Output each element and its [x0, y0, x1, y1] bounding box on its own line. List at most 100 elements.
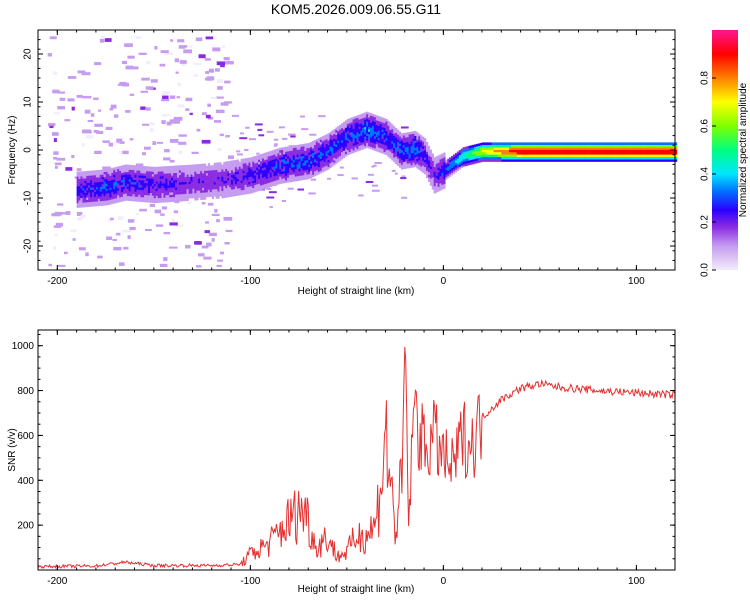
- spectrogram-ridge-cell: [344, 144, 348, 147]
- spectrogram-ridge-cell: [466, 160, 469, 164]
- spectrogram-ridge-cell: [194, 197, 197, 201]
- spectrogram-ridge-cell: [395, 161, 398, 165]
- spectrogram-ridge-cell: [532, 147, 535, 150]
- spectrogram-ridge-cell: [563, 152, 566, 155]
- spectrogram-noise-cell: [164, 149, 170, 153]
- spectrogram-ridge-cell: [146, 199, 149, 203]
- spectrogram-ridge-cell: [93, 203, 97, 207]
- spectrogram-ridge-cell: [354, 137, 357, 141]
- spectrogram-ridge-cell: [190, 176, 193, 180]
- spectrogram-ridge-cell: [319, 170, 323, 174]
- spectrogram-ridge-cell: [385, 128, 388, 132]
- spectrogram-ridge-cell: [364, 138, 367, 142]
- spectrogram-ridge-cell: [449, 171, 452, 175]
- spectrogram-ridge-cell: [122, 167, 126, 170]
- spectrogram-ridge-cell: [281, 152, 284, 155]
- spectrogram-ridge-cell: [259, 170, 263, 174]
- spectrogram-ridge-cell: [213, 177, 216, 180]
- spectrogram-noise-cell: [64, 119, 71, 122]
- spectrogram-xtick-label: -200: [47, 276, 67, 287]
- spectrogram-ridge-cell: [524, 144, 527, 148]
- spectrogram-ridge-cell: [281, 166, 284, 170]
- spectrogram-ridge-cell: [250, 171, 253, 175]
- spectrogram-ridge-cell: [331, 140, 334, 143]
- spectrogram-ridge-cell: [217, 176, 220, 180]
- spectrogram-ridge-cell: [497, 152, 500, 155]
- spectrogram-ridge-cell: [480, 152, 483, 156]
- spectrogram-ridge-cell: [341, 128, 344, 131]
- spectrogram-ridge-cell: [520, 156, 523, 160]
- spectrogram-ridge-cell: [176, 196, 180, 200]
- spectrogram-ridge-cell: [198, 183, 201, 186]
- spectrogram-ridge-cell: [277, 150, 280, 154]
- spectrogram-ridge-cell: [298, 144, 301, 148]
- spectrogram-ridge-cell: [358, 145, 361, 149]
- spectrogram-ridge-cell: [649, 149, 653, 153]
- spectrogram-ridge-cell: [487, 147, 490, 150]
- spectrogram-ridge-cell: [325, 151, 328, 154]
- spectrogram-ridge-cell: [622, 147, 626, 150]
- spectrogram-ridge-cell: [649, 154, 653, 158]
- spectrogram-noise-cell: [57, 264, 66, 267]
- spectrogram-ridge-cell: [339, 153, 342, 157]
- spectrogram-ridge-cell: [252, 166, 255, 169]
- spectrogram-ridge-cell: [103, 179, 106, 182]
- spectrogram-ridge-cell: [250, 186, 253, 189]
- spectrogram-ridge-cell: [240, 163, 243, 167]
- spectrogram-ridge-cell: [146, 187, 149, 191]
- spectrogram-ridge-cell: [302, 151, 305, 154]
- spectrogram-ridge-cell: [362, 127, 365, 131]
- spectrogram-ridge-cell: [248, 191, 251, 194]
- spectrogram-ridge-cell: [113, 174, 116, 178]
- spectrogram-ridge-cell: [597, 142, 600, 146]
- spectrogram-ridge-cell: [366, 114, 369, 117]
- spectrogram-ridge-cell: [414, 147, 417, 151]
- spectrogram-ridge-cell: [200, 166, 203, 169]
- spectrogram-ridge-cell: [491, 144, 494, 148]
- spectrogram-ridge-cell: [638, 149, 641, 153]
- spectrogram-ridge-cell: [441, 167, 444, 171]
- spectrogram-ridge-cell: [640, 147, 643, 150]
- spectrogram-ridge-cell: [429, 159, 433, 162]
- spectrogram-ridge-cell: [547, 152, 550, 155]
- spectrogram-ridge-cell: [597, 152, 600, 155]
- spectrogram-ridge-cell: [414, 133, 417, 136]
- spectrogram-ridge-cell: [586, 156, 589, 160]
- spectrogram-ridge-cell: [97, 169, 101, 173]
- spectrogram-ridge-cell: [476, 153, 479, 157]
- spectrogram-ridge-cell: [261, 165, 265, 169]
- spectrogram-ridge-cell: [279, 152, 282, 156]
- spectrogram-ridge-cell: [582, 159, 585, 162]
- spectrogram-ridge-cell: [101, 203, 104, 206]
- spectrogram-ridge-cell: [132, 198, 135, 202]
- spectrogram-ridge-cell: [300, 172, 303, 176]
- spectrogram-ridge-cell: [379, 143, 382, 146]
- spectrogram-ridge-cell: [155, 188, 158, 191]
- spectrogram-noise-cell: [80, 214, 86, 219]
- spectrogram-ridge-cell: [288, 155, 292, 159]
- spectrogram-ridge-cell: [146, 183, 149, 186]
- spectrogram-ridge-cell: [107, 178, 110, 182]
- spectrogram-ridge-cell: [290, 157, 294, 161]
- spectrogram-ridge-cell: [601, 159, 604, 162]
- spectrogram-noise-cell: [84, 109, 91, 114]
- spectrogram-ridge-cell: [310, 141, 313, 145]
- spectrogram-ridge-cell: [159, 192, 162, 196]
- spectrogram-ridge-cell: [95, 179, 99, 183]
- spectrogram-ridge-cell: [456, 165, 460, 169]
- spectrogram-ridge-cell: [368, 122, 371, 125]
- spectrogram-ridge-cell: [665, 147, 668, 150]
- spectrogram-ridge-cell: [312, 150, 315, 154]
- spectrogram-ridge-cell: [198, 188, 201, 191]
- spectrogram-ridge-cell: [607, 142, 610, 146]
- spectrogram-ridge-cell: [215, 181, 218, 185]
- spectrogram-ridge-cell: [414, 162, 417, 165]
- spectrogram-ridge-cell: [545, 154, 548, 158]
- spectrogram-ridge-cell: [281, 173, 284, 177]
- spectrogram-ridge-cell: [117, 197, 120, 201]
- spectrogram-ridge-cell: [416, 161, 419, 164]
- spectrogram-ridge-cell: [387, 135, 390, 138]
- spectrogram-ridge-cell: [545, 156, 548, 160]
- spectrogram-ridge-cell: [103, 203, 106, 206]
- spectrogram-ridge-cell: [124, 171, 128, 175]
